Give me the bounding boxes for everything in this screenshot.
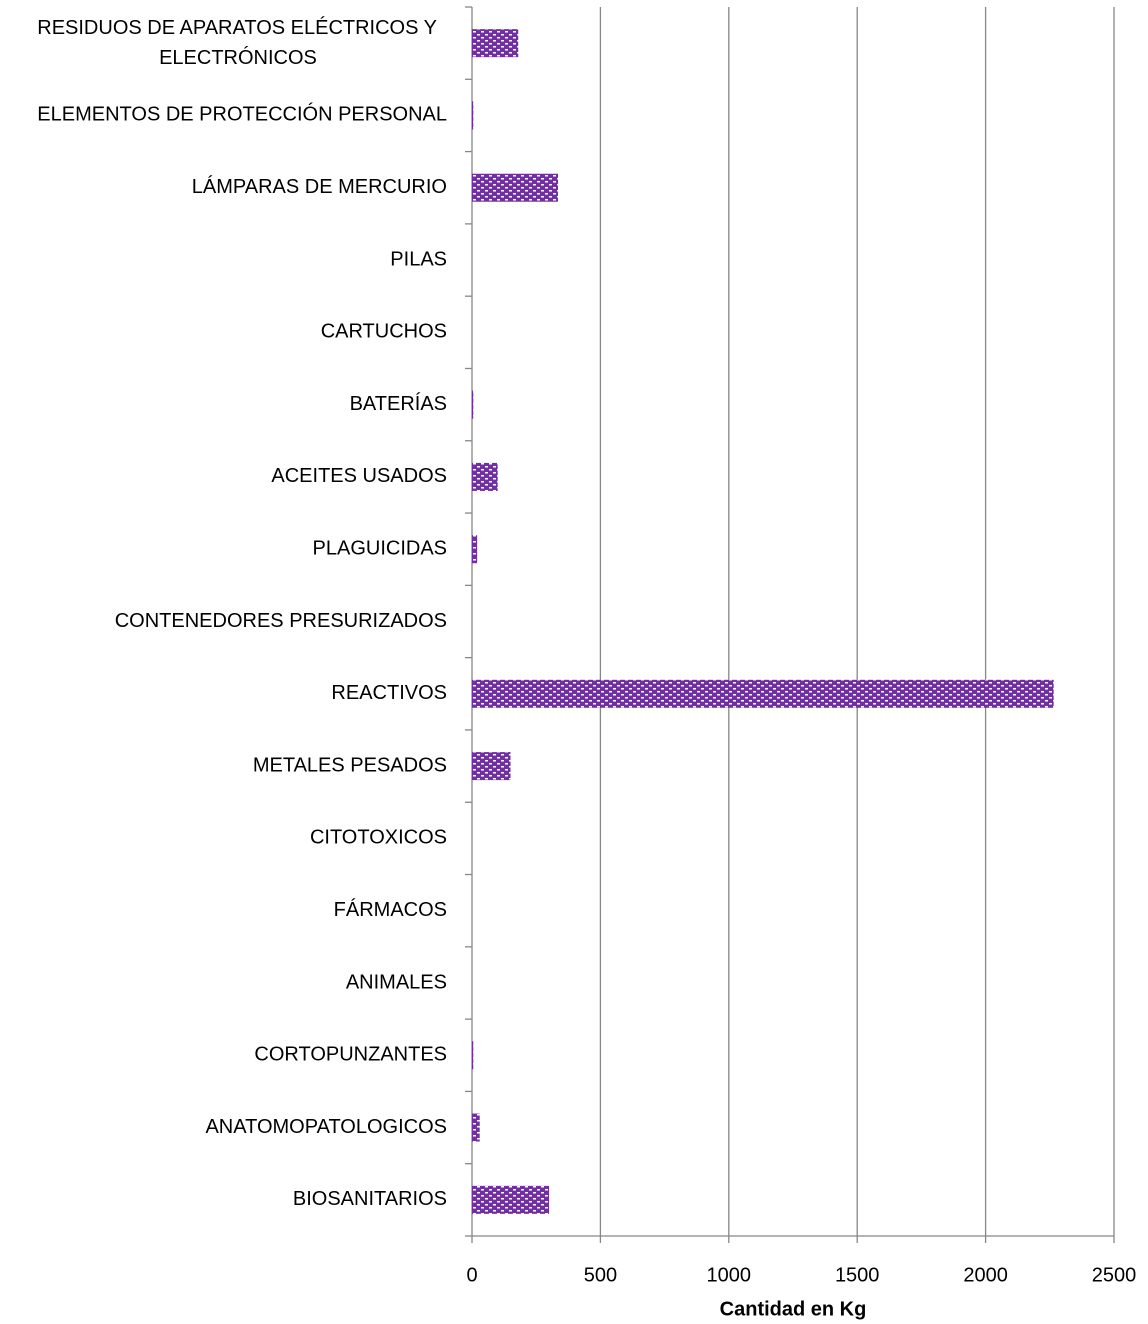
bar bbox=[472, 462, 498, 491]
y-tick-label: CORTOPUNZANTES bbox=[254, 1044, 447, 1066]
y-tick-label: PILAS bbox=[390, 248, 447, 270]
bar bbox=[472, 1113, 480, 1142]
x-tick-label: 1500 bbox=[835, 1264, 880, 1286]
y-tick-label: METALES PESADOS bbox=[253, 754, 447, 776]
y-tick-label: RESIDUOS DE APARATOS ELÉCTRICOS Y ELECTRÓ… bbox=[37, 16, 437, 69]
x-tick-label: 0 bbox=[466, 1264, 477, 1286]
x-tick-label: 1000 bbox=[707, 1264, 752, 1286]
x-tick-label: 2500 bbox=[1092, 1264, 1137, 1286]
x-tick-label: 500 bbox=[584, 1264, 617, 1286]
y-tick-label: ELEMENTOS DE PROTECCIÓN PERSONAL bbox=[37, 103, 447, 126]
y-tick-label: CARTUCHOS bbox=[321, 321, 447, 343]
y-tick-label: REACTIVOS bbox=[331, 682, 447, 704]
y-tick-label: ACEITES USADOS bbox=[271, 465, 447, 487]
y-tick-label: CONTENEDORES PRESURIZADOS bbox=[115, 610, 447, 632]
x-tick-label: 2000 bbox=[963, 1264, 1008, 1286]
bar bbox=[472, 679, 1054, 708]
y-tick-label: BIOSANITARIOS bbox=[293, 1188, 447, 1210]
bar bbox=[472, 29, 519, 58]
bar bbox=[472, 1185, 550, 1214]
x-axis-title: Cantidad en Kg bbox=[720, 1298, 867, 1320]
y-tick-label: CITOTOXICOS bbox=[310, 827, 447, 849]
bar bbox=[472, 752, 511, 781]
y-tick-label: LÁMPARAS DE MERCURIO bbox=[192, 175, 447, 198]
y-tick-label: ANIMALES bbox=[346, 971, 447, 993]
bar bbox=[472, 173, 559, 202]
y-tick-label: BATERÍAS bbox=[350, 392, 447, 415]
y-tick-label: PLAGUICIDAS bbox=[313, 537, 447, 559]
bar bbox=[472, 101, 474, 130]
bar bbox=[472, 535, 478, 564]
bar bbox=[472, 390, 474, 419]
bar bbox=[472, 1041, 474, 1070]
y-tick-label: ANATOMOPATOLOGICOS bbox=[205, 1116, 447, 1138]
y-tick-label: FÁRMACOS bbox=[334, 898, 447, 921]
